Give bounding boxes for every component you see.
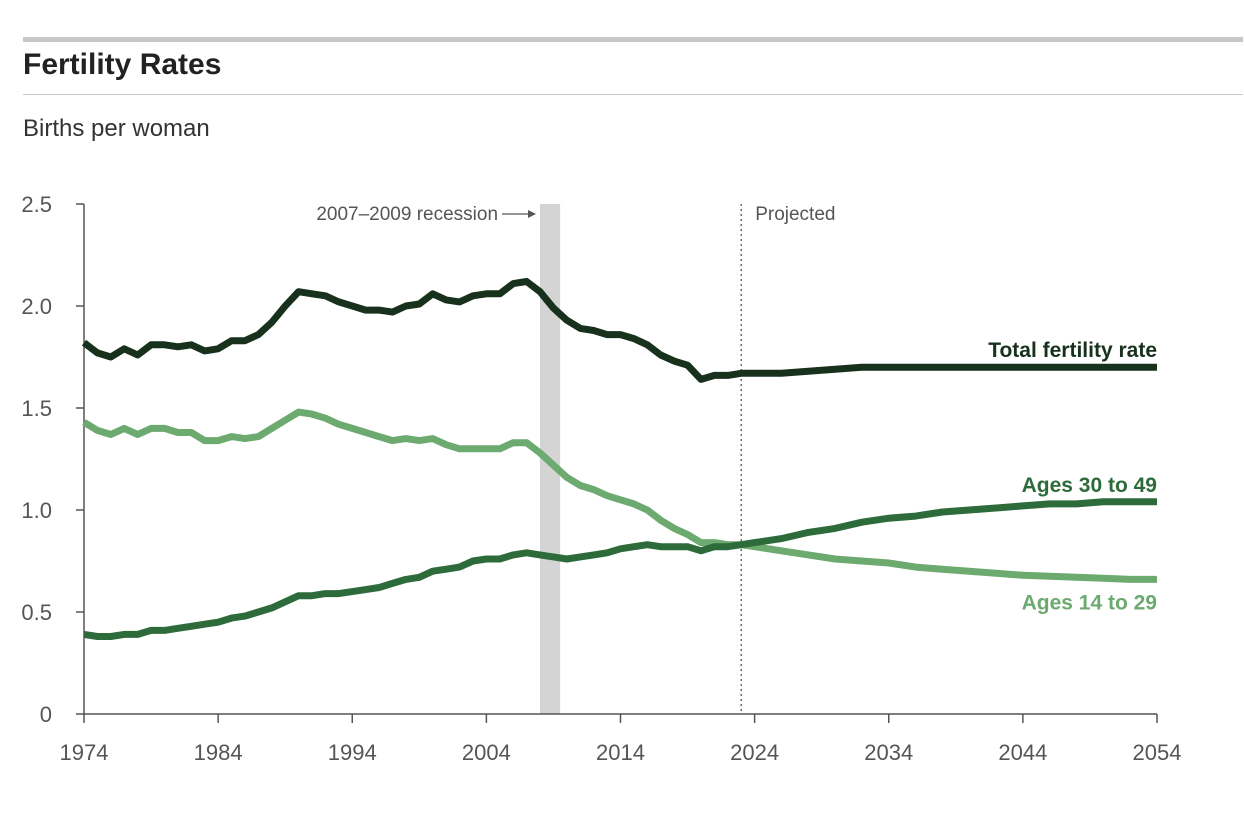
x-tick-label: 1994 [328, 740, 377, 765]
x-tick-label: 2004 [462, 740, 511, 765]
series-line-ages-30-to-49 [83, 498, 1157, 640]
y-tick-label: 2.0 [21, 294, 52, 319]
series-layer [81, 278, 1157, 640]
chart-subtitle: Births per woman [23, 115, 210, 142]
y-tick-label: 1.5 [21, 396, 52, 421]
series-line-total-fertility-rate [81, 278, 1157, 383]
title-rule [23, 94, 1243, 95]
x-tick-label: 2034 [864, 740, 913, 765]
x-tick-label: 2054 [1133, 740, 1182, 765]
projected-label: Projected [755, 204, 835, 225]
label-layer: Total fertility rate Ages 30 to 49 Ages 14… [316, 204, 1157, 614]
series-label-ages-14-to-29: Ages 14 to 29 [1022, 591, 1157, 614]
series-label-total-fertility-rate: Total fertility rate [988, 339, 1157, 362]
x-tick-label: 1974 [60, 740, 109, 765]
y-tick-label: 0 [40, 702, 52, 727]
y-tick-label: 1.0 [21, 498, 52, 523]
top-rule [23, 37, 1243, 42]
recession-arrow-head [528, 210, 537, 218]
y-tick-label: 0.5 [21, 600, 52, 625]
x-tick-label: 2014 [596, 740, 645, 765]
recession-label: 2007–2009 recession [316, 204, 498, 225]
chart-title: Fertility Rates [23, 48, 222, 81]
series-label-ages-30-to-49: Ages 30 to 49 [1022, 474, 1157, 497]
series-line-ages-14-to-29 [82, 408, 1157, 583]
x-tick-label: 1984 [194, 740, 243, 765]
x-tick-label: 2024 [730, 740, 779, 765]
x-tick-label: 2044 [998, 740, 1047, 765]
y-tick-label: 2.5 [21, 192, 52, 217]
axes: 0 0.5 1.0 1.5 2.0 2.5 1974 1984 1994 2004 2014 2024… [21, 192, 1181, 765]
recession-layer [540, 204, 742, 714]
